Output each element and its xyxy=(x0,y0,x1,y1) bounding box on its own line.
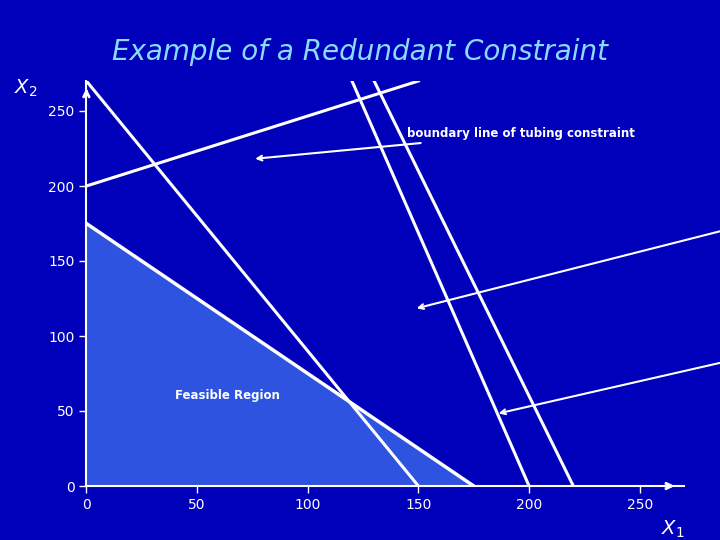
Text: Example of a Redundant Constraint: Example of a Redundant Constraint xyxy=(112,38,608,66)
Text: Feasible Region: Feasible Region xyxy=(175,389,280,402)
Text: boundary line of labor constraint: boundary line of labor constraint xyxy=(501,329,720,414)
Polygon shape xyxy=(86,224,474,486)
Text: boundary line of pump constraint: boundary line of pump constraint xyxy=(419,194,720,309)
Text: $X_1$: $X_1$ xyxy=(661,519,685,540)
Text: boundary line of tubing constraint: boundary line of tubing constraint xyxy=(258,127,635,160)
Text: $X_2$: $X_2$ xyxy=(14,78,37,99)
